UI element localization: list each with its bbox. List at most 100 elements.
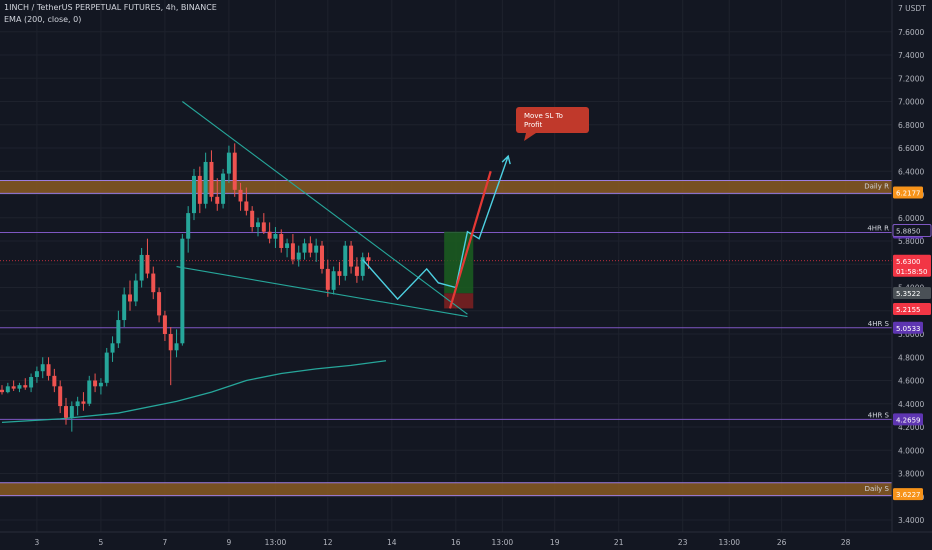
- level-price-tag[interactable]: [893, 321, 923, 334]
- candle-body: [232, 152, 237, 190]
- candle-body: [34, 371, 39, 378]
- price-tag[interactable]: [893, 302, 931, 315]
- level-price-tag[interactable]: [893, 488, 923, 501]
- candle-body: [191, 175, 196, 214]
- level-price-tag-label: 6.2177: [896, 189, 921, 197]
- price-tick-label: 3.8000: [898, 470, 924, 479]
- trendline[interactable]: [176, 266, 468, 318]
- candle-body: [87, 380, 92, 404]
- level-label: 4HR S: [868, 411, 890, 419]
- candle-body: [349, 245, 354, 267]
- candle-body: [180, 238, 185, 344]
- time-tick-label: 19: [550, 538, 560, 547]
- time-tick-label: 14: [387, 538, 397, 547]
- time-axis[interactable]: 3 5 7 9 13:00 12 14 16 13:00 19 21 23 13:00 26 28: [0, 531, 932, 550]
- projection-path[interactable]: [362, 155, 509, 301]
- trend-drawings[interactable]: [176, 101, 511, 318]
- candle-body: [360, 257, 365, 276]
- level-price-tag-label: 3.6227: [896, 491, 921, 499]
- ema-line: [1, 360, 387, 423]
- candle-body: [151, 273, 156, 293]
- candle-body: [238, 189, 243, 202]
- candle-body: [186, 213, 191, 239]
- time-tick-label: 13:00: [265, 538, 287, 547]
- candle-body: [58, 386, 63, 407]
- candle-body: [279, 234, 284, 248]
- annotation-line2: Profit: [524, 121, 543, 129]
- time-tick-label: 23: [678, 538, 688, 547]
- candles: [0, 143, 371, 432]
- candle-body: [116, 320, 121, 344]
- level-label: Daily S: [865, 485, 890, 493]
- level-price-tag[interactable]: [893, 413, 923, 426]
- candle-body: [319, 245, 324, 269]
- price-tag-label: 5.3522: [896, 290, 921, 298]
- price-axis[interactable]: 7 USDT 7.6000 7.4000 7.2000 7.0000 6.8000 6.60…: [891, 0, 932, 550]
- price-tick-label: 4.6000: [898, 377, 924, 386]
- candle-body: [98, 382, 103, 387]
- price-tag[interactable]: [893, 254, 931, 277]
- time-tick-label: 26: [777, 538, 787, 547]
- loss-zone[interactable]: [444, 293, 474, 309]
- candle-body: [168, 334, 173, 351]
- level-price-tag[interactable]: [893, 186, 923, 199]
- symbol-title[interactable]: 1INCH / TetherUS PERPETUAL FUTURES, 4h, …: [4, 3, 217, 12]
- profit-zone[interactable]: [444, 231, 474, 294]
- level-price-tag-label: 5.0533: [896, 325, 921, 333]
- price-tag[interactable]: [893, 287, 931, 300]
- candle-body: [314, 245, 319, 253]
- level-label: 4HR R: [867, 225, 889, 233]
- time-tick-label: 13:00: [492, 538, 514, 547]
- time-tick-label: 5: [99, 538, 104, 547]
- price-tick-label: 3.4000: [898, 516, 924, 525]
- candle-body: [11, 386, 16, 389]
- level-label: 4HR S: [868, 320, 890, 328]
- candle-body: [244, 201, 249, 211]
- candle-body: [366, 257, 371, 261]
- price-tick-label: 4.0000: [898, 446, 924, 455]
- price-tag[interactable]: [892, 224, 932, 238]
- time-tick-label: 12: [323, 538, 333, 547]
- candle-body: [215, 196, 220, 204]
- candle-body: [308, 243, 313, 253]
- candle-body: [331, 271, 336, 290]
- level-label: Daily R: [864, 183, 889, 191]
- candle-body: [69, 406, 74, 418]
- price-tick-label: 7.0000: [898, 98, 924, 107]
- candle-body: [133, 280, 138, 302]
- price-tag-label: 5.6300: [896, 258, 921, 266]
- price-tick-label: 7.6000: [898, 28, 924, 37]
- candle-body: [267, 231, 272, 239]
- time-tick-label: 28: [841, 538, 851, 547]
- price-tick-label: 6.6000: [898, 144, 924, 153]
- candle-body: [290, 243, 295, 260]
- candle-body: [52, 375, 57, 387]
- candle-body: [203, 161, 208, 204]
- candle-body: [343, 245, 348, 276]
- support-resistance-levels: Daily R 4HR R 4HR S 4HR S Daily S: [0, 180, 892, 497]
- candle-body: [337, 271, 342, 276]
- candle-body: [157, 292, 162, 316]
- candle-body: [29, 377, 34, 388]
- price-tick-label: 4.2000: [898, 423, 924, 432]
- candle-body: [104, 352, 109, 383]
- candle-body: [127, 294, 132, 302]
- candle-body: [250, 210, 255, 228]
- candle-body: [63, 406, 68, 418]
- candle-body: [17, 385, 22, 389]
- candle-body: [75, 401, 80, 407]
- candle-body: [162, 315, 167, 334]
- annotation-line1: Move SL To: [524, 112, 563, 120]
- candle-body: [40, 364, 45, 372]
- candle-body: [221, 173, 226, 204]
- indicator-legend[interactable]: EMA (200, close, 0): [4, 15, 82, 24]
- red-arrow[interactable]: [448, 170, 492, 309]
- annotation-callout[interactable]: Move SL To Profit: [516, 107, 589, 141]
- candle-body: [93, 380, 98, 387]
- long-position-tool[interactable]: [444, 231, 474, 309]
- trendline[interactable]: [182, 101, 468, 315]
- candle-body: [46, 364, 51, 376]
- candle-body: [296, 252, 301, 260]
- price-tick-label: 6.4000: [898, 167, 924, 176]
